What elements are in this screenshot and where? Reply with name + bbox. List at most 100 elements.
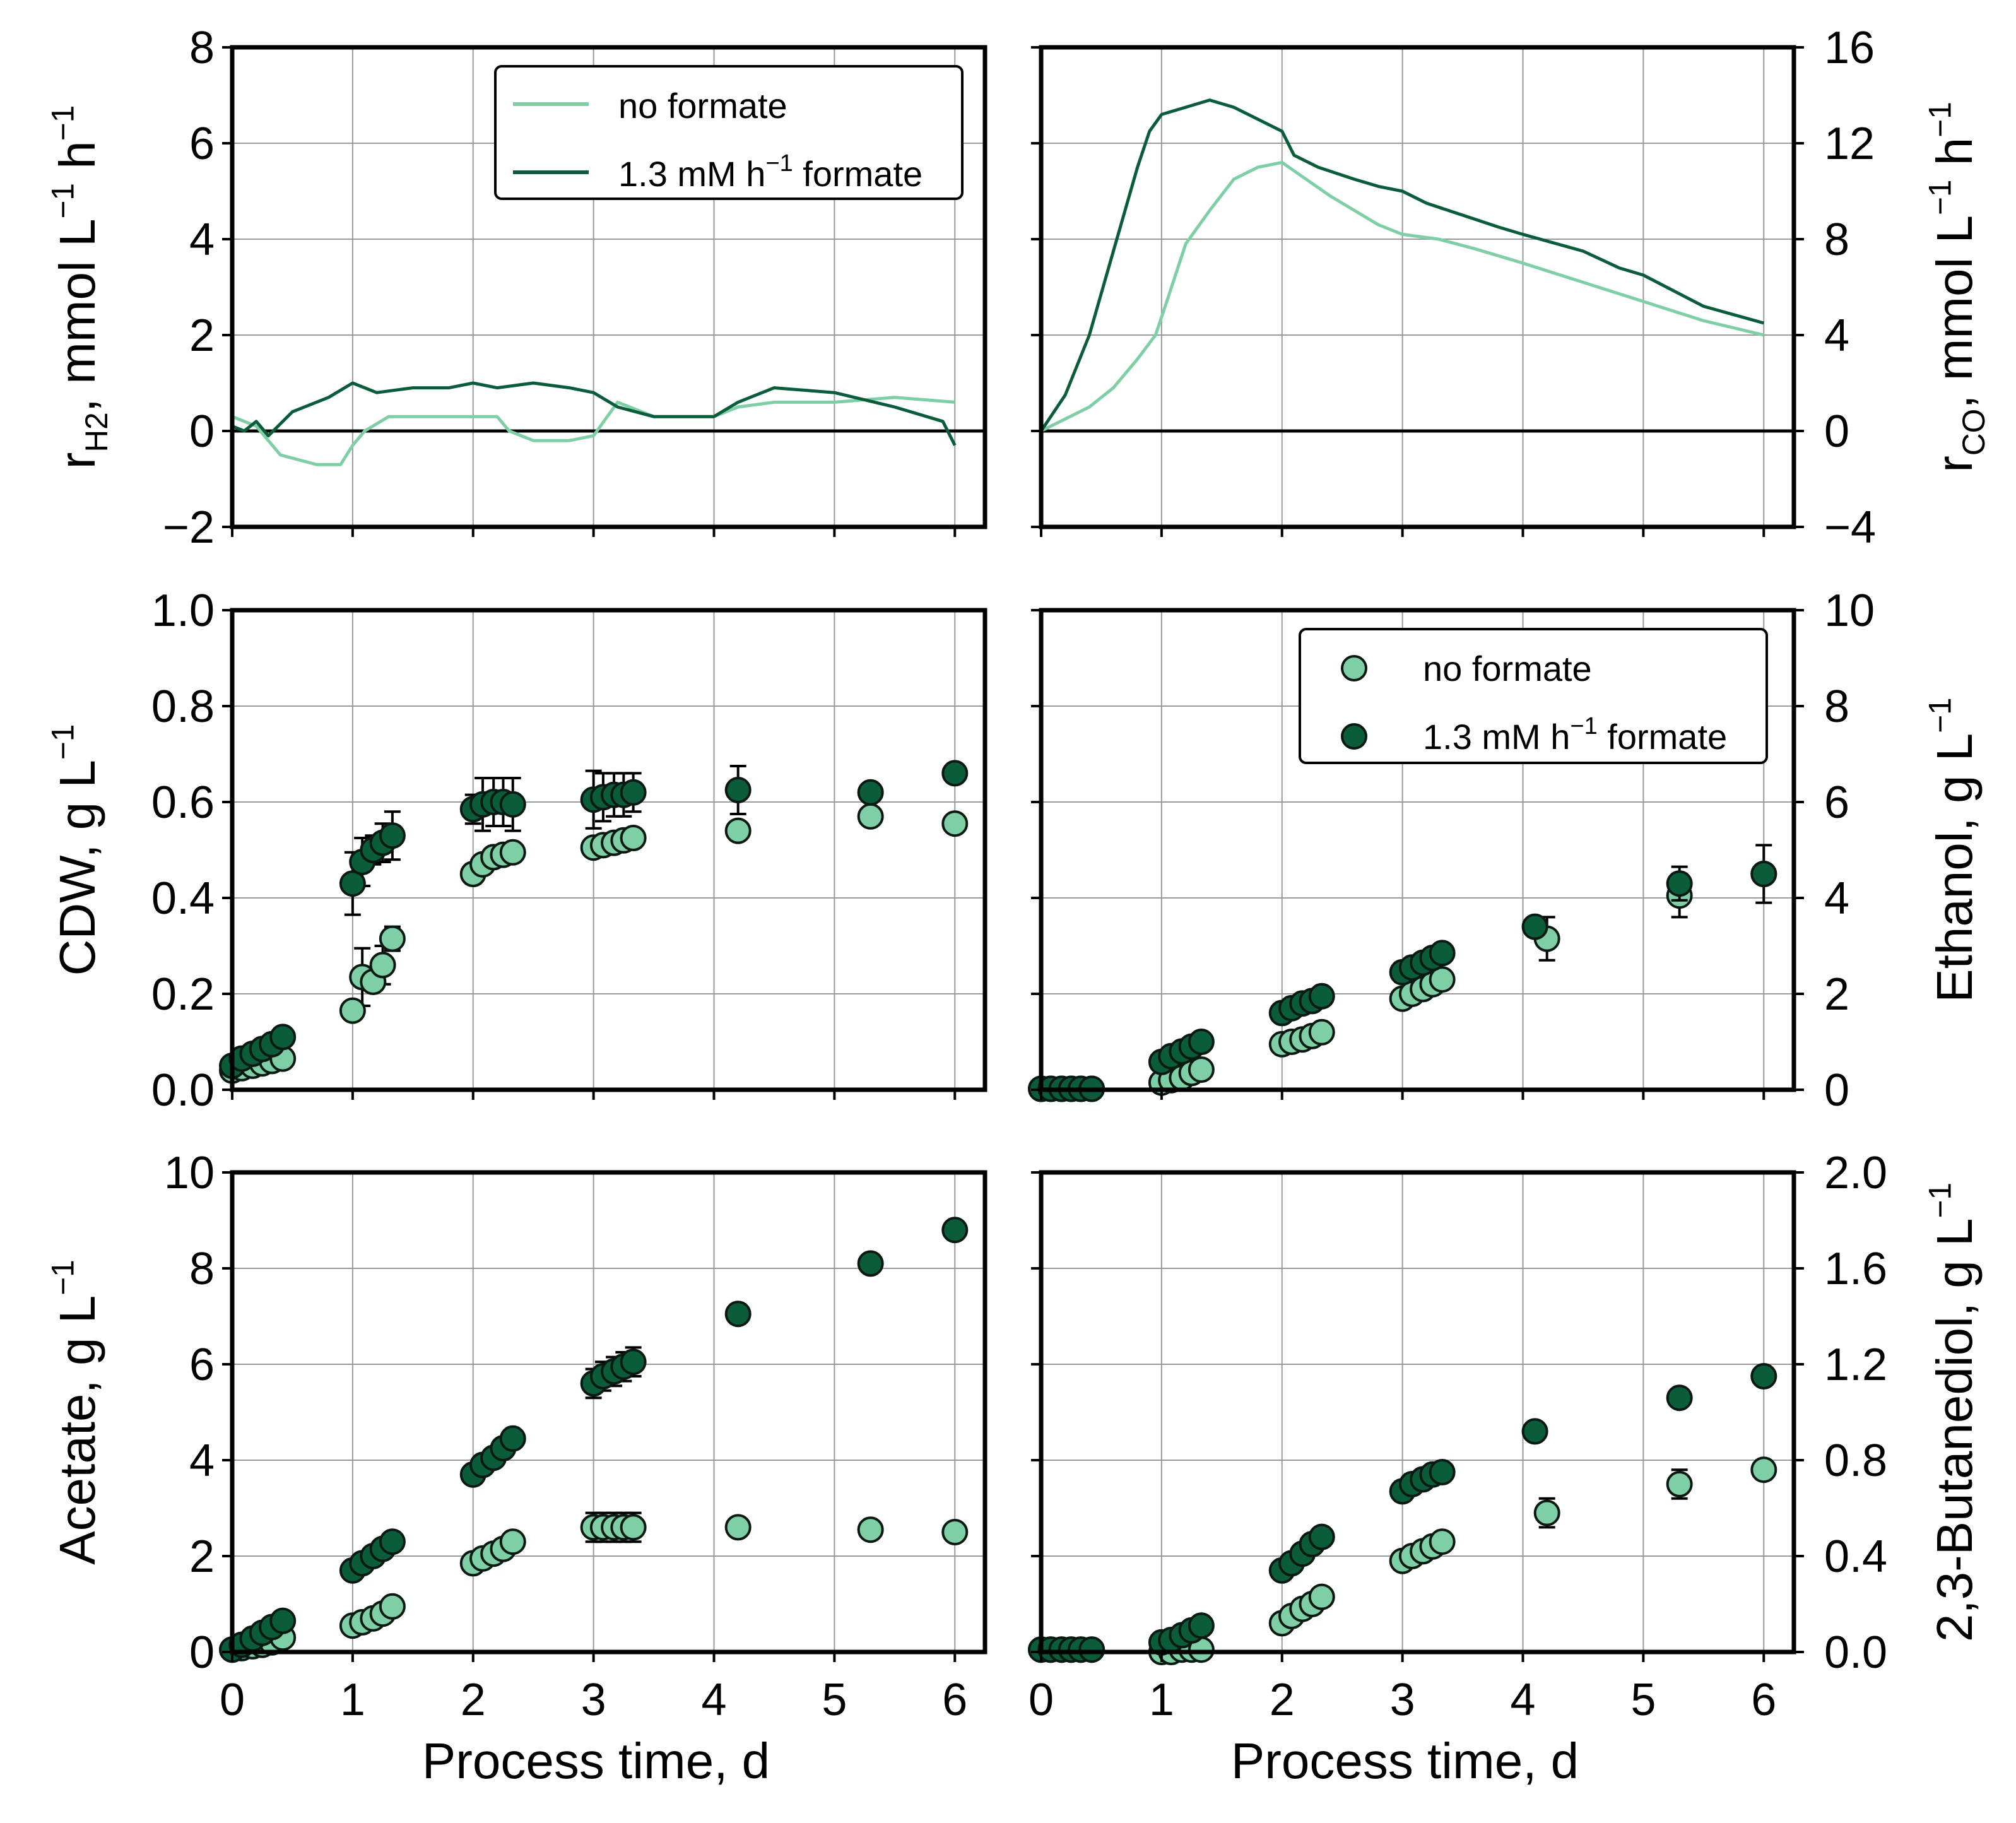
data-point-dark [620, 779, 647, 806]
legend-label: 1.3 mM h−1 formate [618, 150, 923, 194]
data-point-light [1429, 1528, 1456, 1555]
x-tick-label: 4 [701, 1675, 726, 1725]
data-point-dark [1308, 1523, 1335, 1550]
data-point-light [724, 1514, 752, 1541]
data-point-dark [1521, 1418, 1548, 1445]
plot-frame [230, 1170, 987, 1655]
y-tick-label: 0.4 [151, 873, 215, 924]
y-tick-label: 8 [189, 23, 215, 73]
y-tick-label: 0 [189, 406, 215, 457]
x-tick-label: 1 [340, 1675, 365, 1725]
x-tick-label: 2 [461, 1675, 486, 1725]
y-tick-label: 0.0 [1824, 1627, 1887, 1678]
data-point-dark [499, 1425, 526, 1452]
legend-label: no formate [618, 86, 787, 126]
y-tick-label: 10 [164, 1148, 215, 1198]
y-tick-label: 0.8 [151, 681, 215, 732]
y-tick-label: 0.0 [151, 1065, 215, 1116]
x-tick-label: 6 [942, 1675, 967, 1725]
panel-Acetate: 0 2 4 6 8 10 0 1 2 3 4 5 6 Process time, d Acetate, g … [45, 1148, 987, 1789]
legend-marker-dark [1341, 723, 1367, 750]
x-tick-label: 5 [1630, 1675, 1656, 1725]
y-axis-label: Ethanol, g L−1​ [1922, 697, 1983, 1003]
x-axis-label: Process time, d [422, 1733, 770, 1789]
legend-label: 1.3 mM h−1 formate [1423, 713, 1727, 757]
data-point-light [339, 997, 366, 1024]
data-point-dark [499, 791, 526, 818]
data-point-dark [1666, 1384, 1693, 1412]
data-point-dark [269, 1024, 297, 1051]
data-point-dark [857, 1250, 884, 1277]
series-line-light [232, 396, 955, 466]
data-point-light [1308, 1018, 1335, 1046]
x-tick-label: 3 [581, 1675, 606, 1725]
y-axis-label: Acetate, g L−1​ [45, 1260, 105, 1565]
y-axis-label: 2,3-Butanediol, g L−1​ [1922, 1183, 1983, 1642]
series-line-dark [232, 381, 957, 446]
data-point-light [369, 952, 396, 979]
data-point-light [941, 1519, 969, 1545]
y-tick-label: 0.2 [151, 969, 215, 1020]
data-point-light [1750, 1456, 1777, 1484]
data-point-light [620, 825, 647, 851]
x-tick-label: 1 [1149, 1675, 1174, 1725]
y-tick-label: 6 [1824, 777, 1849, 828]
data-point-light [499, 1528, 526, 1555]
data-point-light [1533, 1499, 1560, 1526]
data-point-dark [1188, 1612, 1215, 1639]
y-axis-label: CDW, g L−1​ [45, 724, 105, 976]
data-point-light [1308, 1583, 1335, 1610]
y-tick-label: 6 [189, 1340, 215, 1390]
y-tick-label: −2 [163, 502, 215, 553]
data-point-dark [379, 822, 406, 849]
data-point-dark [1750, 861, 1777, 887]
y-tick-label: 0 [1824, 1065, 1849, 1116]
x-tick-label: 2 [1270, 1675, 1295, 1725]
x-tick-label: 4 [1510, 1675, 1535, 1725]
legend-rate: no formate 1.3 mM h−1 formate [494, 65, 964, 200]
y-tick-label: 8 [1824, 215, 1849, 265]
x-tick-label: 5 [822, 1675, 847, 1725]
legend-points: no formate 1.3 mM h−1 formate [1299, 628, 1768, 764]
series-line-dark [1039, 98, 1764, 432]
y-tick-label: 4 [189, 1436, 215, 1486]
y-tick-label: 12 [1824, 119, 1875, 169]
data-point-light [379, 1593, 406, 1620]
plot-frame [1039, 45, 1796, 529]
data-point-light [857, 803, 884, 830]
data-point-dark [1750, 1363, 1777, 1389]
y-tick-label: 8 [189, 1244, 215, 1294]
data-point-dark [1666, 870, 1693, 897]
y-tick-label: 0.4 [1824, 1531, 1887, 1582]
panel-Ethanol: 0 2 4 6 8 10 Ethanol, g L−1​ [1028, 586, 1983, 1116]
legend-box [1299, 628, 1768, 764]
x-tick-label: 0 [1029, 1675, 1054, 1725]
x-tick-label: 3 [1390, 1675, 1415, 1725]
plot-frame [1039, 1170, 1796, 1655]
y-tick-label: 1.0 [151, 586, 215, 636]
data-point-dark [1308, 982, 1335, 1010]
data-point-light [724, 817, 752, 844]
data-point-light [941, 810, 969, 837]
y-tick-label: 4 [1824, 873, 1849, 924]
data-point-light [499, 839, 526, 866]
y-tick-label: 6 [189, 119, 215, 169]
data-point-dark [339, 870, 366, 897]
data-point-dark [1429, 940, 1456, 967]
data-point-dark [724, 777, 752, 803]
y-tick-label: 2 [189, 1531, 215, 1582]
y-tick-label: 0 [1824, 406, 1849, 457]
data-point-dark [941, 1217, 969, 1244]
y-tick-label: −4 [1824, 502, 1876, 553]
y-tick-label: 4 [1824, 310, 1849, 361]
data-point-dark [620, 1348, 647, 1376]
y-tick-label: 0.6 [151, 777, 215, 828]
y-tick-label: 8 [1824, 681, 1849, 732]
panel-Butanediol: 0.0 0.4 0.8 1.2 1.6 2.0 0 1 2 3 4 5 6 Process time, d… [1028, 1148, 1983, 1789]
plot-frame [230, 608, 987, 1092]
x-tick-label: 6 [1751, 1675, 1776, 1725]
panel-rCO: −4 0 4 8 12 16 rCO​, mmol L−1​ h−1​ [1031, 23, 1991, 553]
data-point-dark [724, 1301, 752, 1328]
data-point-light [857, 1516, 884, 1543]
